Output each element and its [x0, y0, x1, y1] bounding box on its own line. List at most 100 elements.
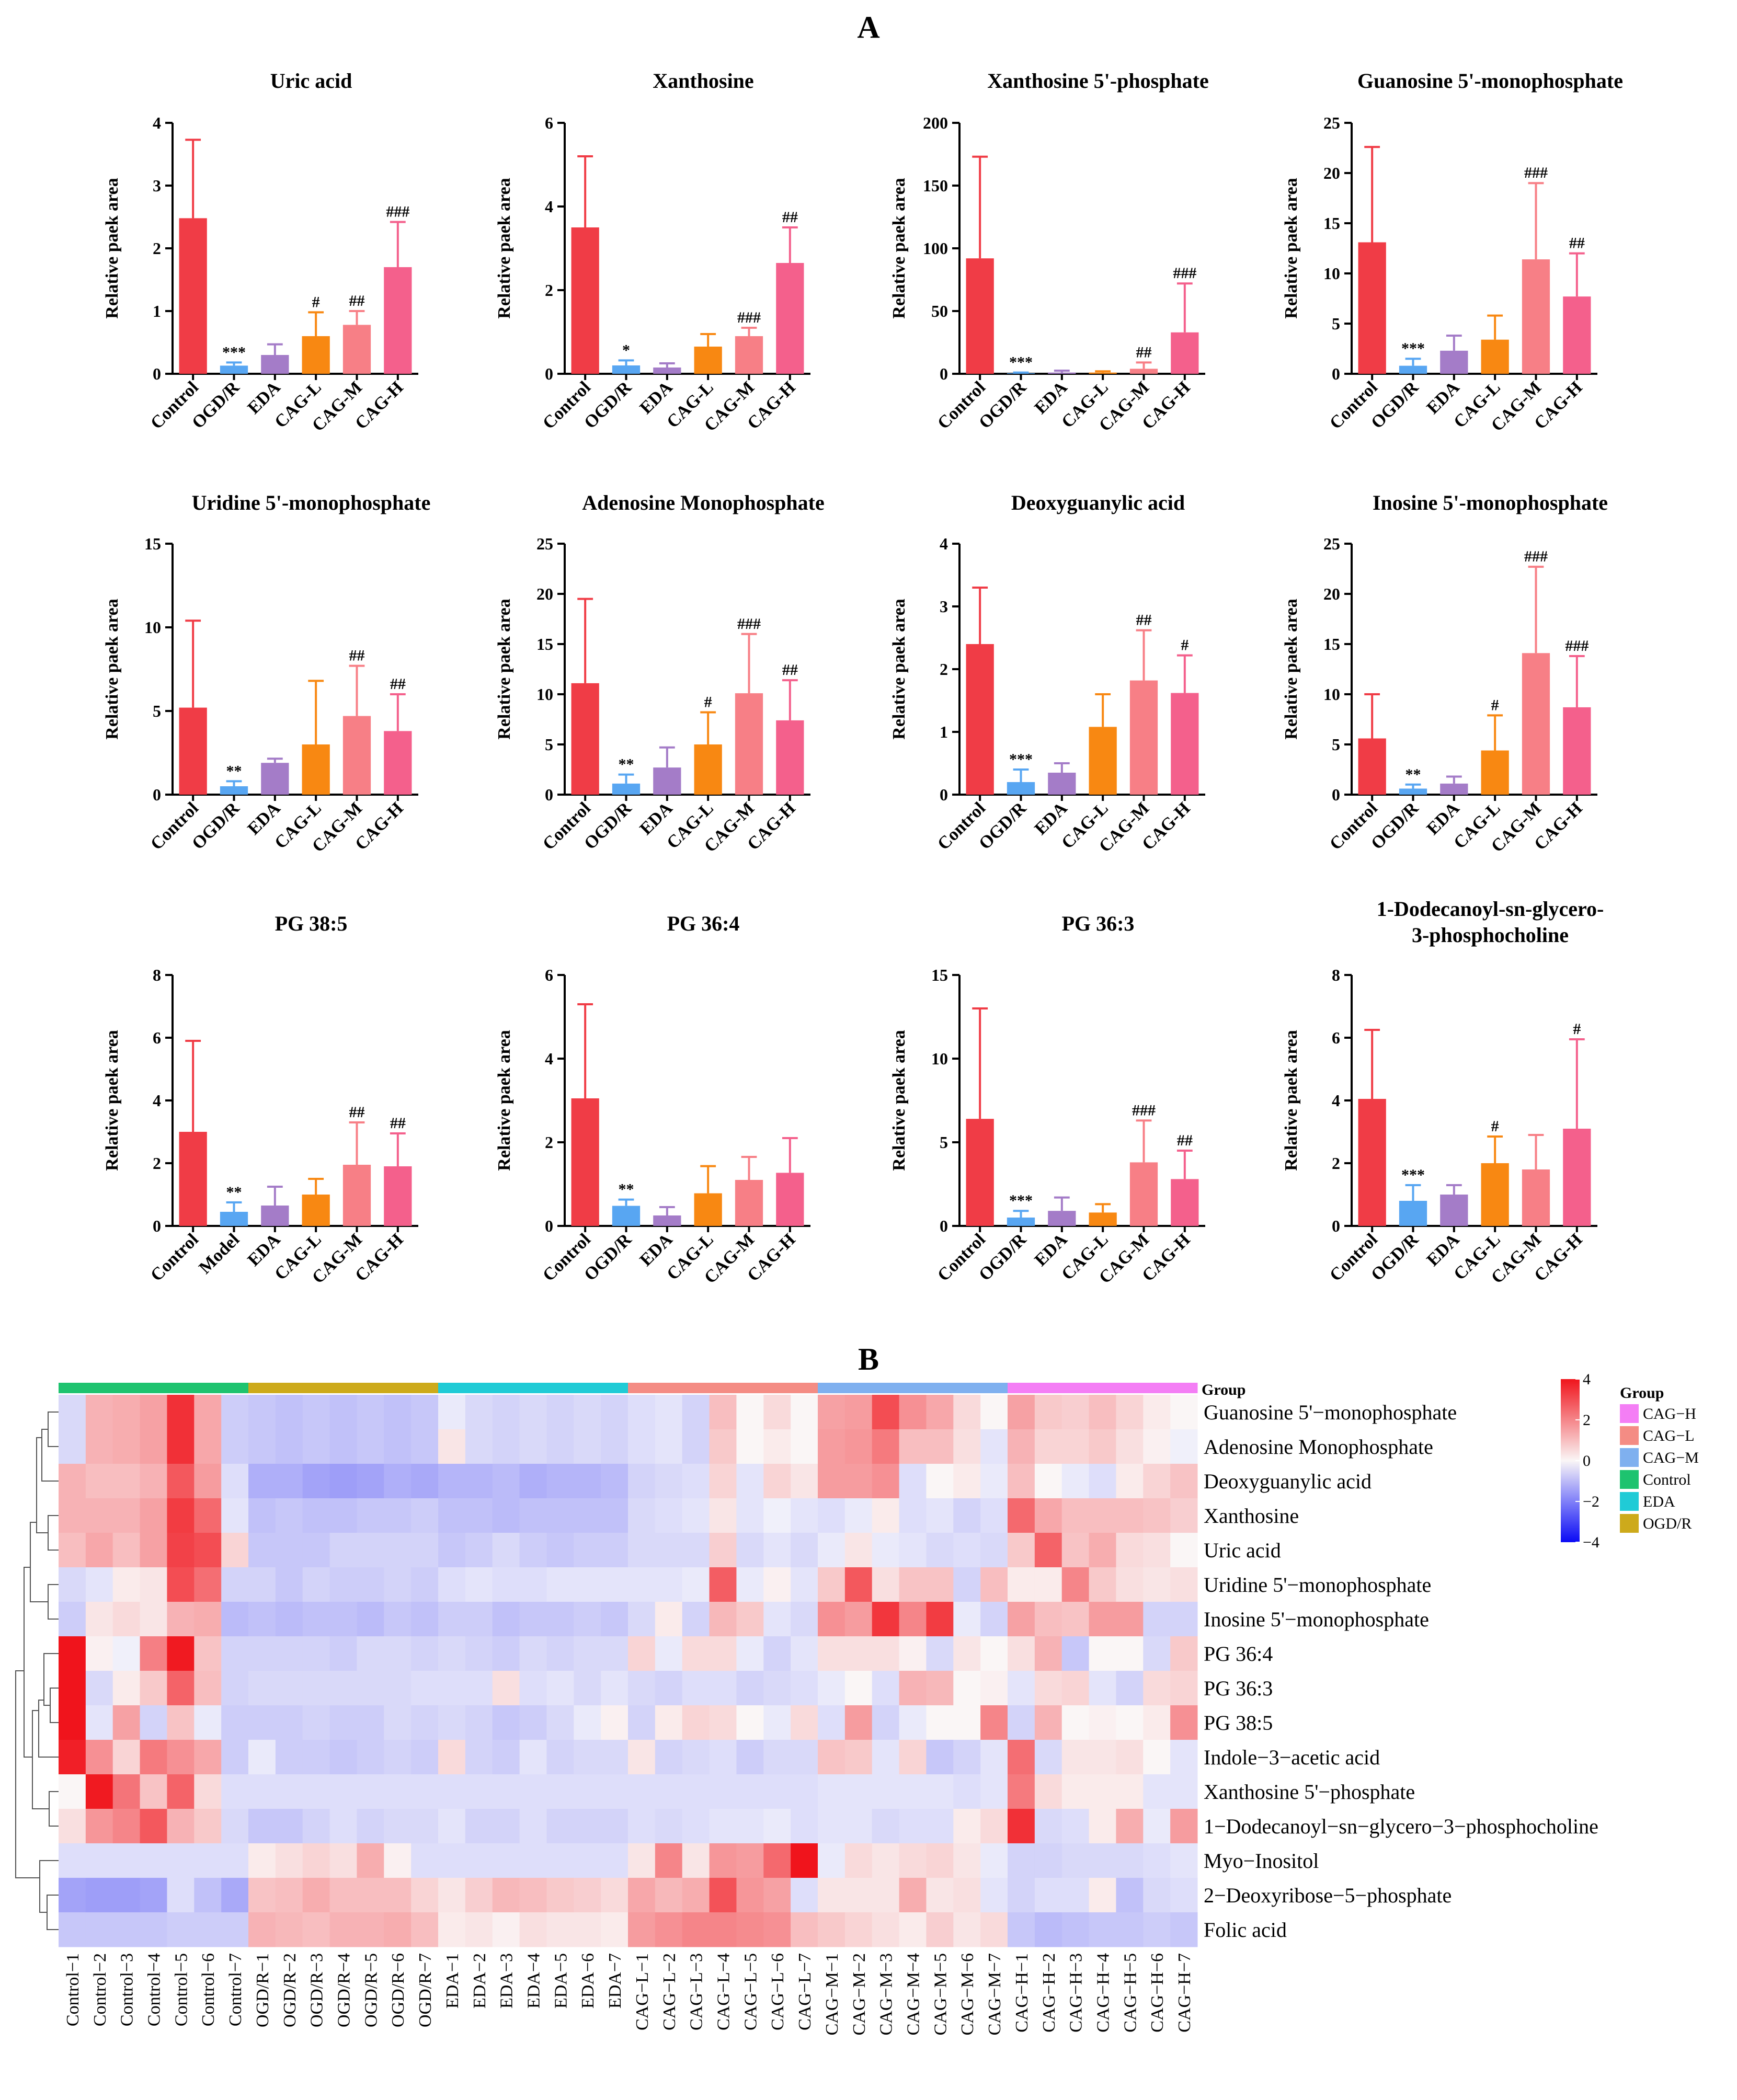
heatmap-cell: [655, 1533, 683, 1568]
y-tick-label: 0: [153, 364, 161, 383]
heatmap-cell: [628, 1740, 656, 1775]
heatmap-cell: [438, 1740, 466, 1775]
heatmap-cell: [791, 1602, 818, 1637]
heatmap-cell: [844, 1912, 873, 1947]
heatmap-cell: [302, 1705, 330, 1740]
heatmap-cell: [357, 1395, 384, 1430]
heatmap-cell: [492, 1774, 520, 1809]
heatmap-column-label: CAG−H−2: [1039, 1953, 1059, 2033]
bar-eda: [1048, 1211, 1076, 1226]
heatmap-cell: [872, 1912, 900, 1947]
row-dendrogram: [15, 1412, 59, 1930]
heatmap-cell: [302, 1395, 330, 1430]
heatmap-cell: [980, 1912, 1008, 1947]
heatmap-cell: [682, 1671, 710, 1706]
bar-ogd-r: [1007, 1218, 1035, 1226]
heatmap-cell: [953, 1498, 981, 1533]
bar-cag-h: [384, 1166, 412, 1226]
heatmap-cell: [763, 1809, 791, 1844]
heatmap-cell: [682, 1464, 710, 1499]
heatmap-cell: [357, 1671, 384, 1706]
y-tick-label: 1: [153, 302, 161, 320]
heatmap-cell: [844, 1395, 873, 1430]
bar-cag-l: [1481, 339, 1509, 374]
bar-cag-m: [1129, 680, 1158, 795]
heatmap-cell: [194, 1429, 222, 1464]
heatmap-cell: [980, 1533, 1008, 1568]
y-axis-label: Relative paek area: [102, 1030, 122, 1171]
heatmap-cell: [791, 1809, 818, 1844]
heatmap-cell: [1061, 1429, 1090, 1464]
heatmap-cell: [1061, 1602, 1090, 1637]
heatmap-cell: [899, 1809, 927, 1844]
heatmap-cell: [1008, 1636, 1035, 1671]
bar-cag-m: [1129, 369, 1158, 374]
heatmap-cell: [736, 1429, 764, 1464]
heatmap-cell: [85, 1533, 113, 1568]
heatmap-cell: [411, 1809, 439, 1844]
bar-cag-h: [1563, 707, 1591, 795]
heatmap-cell: [1143, 1602, 1171, 1637]
heatmap-cell: [1143, 1636, 1171, 1671]
significance-marker: **: [226, 762, 242, 779]
heatmap-cell: [275, 1671, 303, 1706]
heatmap-cell: [926, 1464, 954, 1499]
heatmap-cell: [546, 1912, 574, 1947]
heatmap-column-label: Control−6: [199, 1953, 218, 2026]
heatmap-cell: [329, 1602, 357, 1637]
heatmap-row-label: Xanthosine 5'−phosphate: [1204, 1780, 1415, 1804]
heatmap-cell: [682, 1429, 710, 1464]
heatmap-cell: [1034, 1464, 1062, 1499]
heatmap-cell: [1143, 1740, 1171, 1775]
dendrogram-branch: [38, 1700, 59, 1758]
heatmap-cell: [1143, 1705, 1171, 1740]
heatmap-cell: [628, 1809, 656, 1844]
bar-cag-m: [1522, 1169, 1550, 1226]
heatmap-cell: [492, 1533, 520, 1568]
bar-ogd-r: [612, 365, 641, 374]
chart-title: Xanthosine: [653, 69, 753, 93]
heatmap-cell: [275, 1567, 303, 1602]
y-tick-label: 8: [153, 966, 161, 984]
bar-cag-l: [694, 347, 722, 374]
heatmap-cell: [329, 1464, 357, 1499]
heatmap-cell: [384, 1705, 412, 1740]
heatmap-cell: [682, 1705, 710, 1740]
heatmap-cell: [1034, 1602, 1062, 1637]
heatmap-cell: [709, 1740, 737, 1775]
heatmap-cell: [519, 1809, 547, 1844]
heatmap-cell: [112, 1740, 141, 1775]
heatmap-cell: [167, 1498, 195, 1533]
bar-eda: [653, 1215, 681, 1226]
group-annotation-cell: [248, 1383, 276, 1393]
heatmap-cell: [1143, 1912, 1171, 1947]
heatmap-cell: [302, 1602, 330, 1637]
heatmap-cell: [519, 1567, 547, 1602]
heatmap-cell: [1034, 1740, 1062, 1775]
heatmap-cell: [465, 1395, 493, 1430]
heatmap-cell: [709, 1533, 737, 1568]
heatmap-cell: [194, 1498, 222, 1533]
heatmap-cell: [221, 1602, 249, 1637]
dendrogram-branch: [49, 1791, 59, 1827]
heatmap-cell: [628, 1533, 656, 1568]
heatmap-cell: [411, 1429, 439, 1464]
heatmap-cell: [194, 1740, 222, 1775]
group-annotation-cell: [980, 1383, 1008, 1393]
heatmap-cell: [221, 1636, 249, 1671]
bar-cag-l: [694, 744, 722, 795]
heatmap-cell: [384, 1843, 412, 1878]
heatmap-cell: [1170, 1774, 1198, 1809]
heatmap-cell: [1116, 1395, 1144, 1430]
heatmap-cell: [601, 1567, 628, 1602]
heatmap-cell: [926, 1912, 954, 1947]
heatmap-cell: [1143, 1843, 1171, 1878]
bar-cag-h: [776, 263, 804, 374]
heatmap-cell: [601, 1602, 628, 1637]
heatmap-cell: [953, 1912, 981, 1947]
heatmap-cell: [275, 1498, 303, 1533]
heatmap-cell: [275, 1602, 303, 1637]
group-annotation-cell: [655, 1383, 683, 1393]
heatmap-cell: [140, 1705, 167, 1740]
heatmap-cell: [546, 1878, 574, 1913]
